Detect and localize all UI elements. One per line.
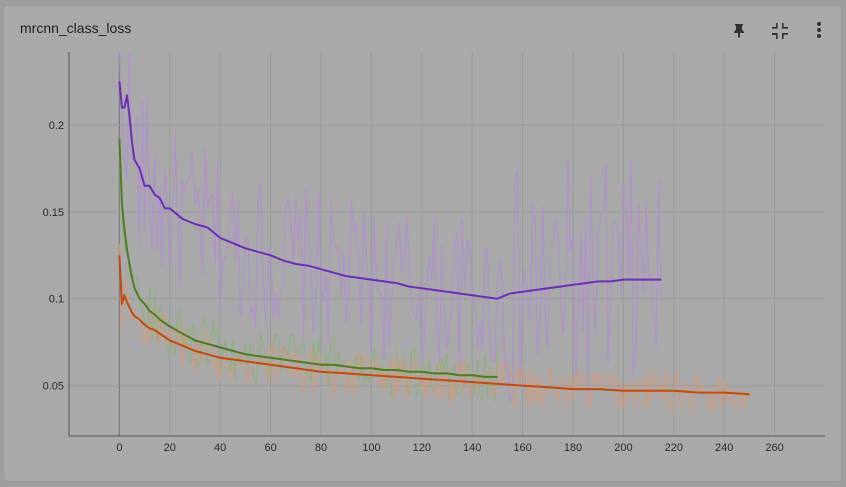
x-tick-label: 140 bbox=[463, 442, 481, 454]
pin-button[interactable] bbox=[727, 18, 751, 42]
smoothed-series-line-3[interactable] bbox=[118, 255, 750, 396]
x-tick-label: 0 bbox=[116, 442, 122, 454]
x-tick-label: 100 bbox=[362, 442, 380, 454]
more-vert-icon bbox=[817, 22, 821, 38]
y-tick-label: 0.15 bbox=[43, 207, 64, 219]
chart-title: mrcnn_class_loss bbox=[20, 20, 132, 36]
x-tick-label: 260 bbox=[765, 442, 783, 454]
x-tick-label: 60 bbox=[264, 442, 276, 454]
smoothed-series-layer bbox=[118, 81, 750, 396]
x-tick-label: 180 bbox=[564, 442, 582, 454]
x-tick-label: 40 bbox=[214, 442, 226, 454]
axes-layer bbox=[68, 52, 825, 437]
raw-series-line-1 bbox=[118, 51, 662, 403]
raw-series-line-2 bbox=[118, 153, 499, 402]
y-tick-label: 0.1 bbox=[49, 294, 64, 306]
x-tick-label: 80 bbox=[315, 442, 327, 454]
chart-card: mrcnn_class_loss bbox=[3, 5, 842, 482]
tick-label-layer: 0 20 40 60 80 100 120 140 160 180 200 220 240 260 0.05… bbox=[43, 120, 784, 454]
x-tick-label: 200 bbox=[614, 442, 632, 454]
x-tick-label: 160 bbox=[513, 442, 531, 454]
x-tick-label: 220 bbox=[665, 442, 683, 454]
x-tick-label: 240 bbox=[715, 442, 733, 454]
x-tick-label: 120 bbox=[413, 442, 431, 454]
y-tick-label: 0.05 bbox=[43, 381, 64, 393]
y-tick-label: 0.2 bbox=[49, 120, 64, 132]
smoothed-series-line-2[interactable] bbox=[118, 138, 498, 378]
pin-icon bbox=[734, 24, 744, 38]
fullscreen-exit-button[interactable] bbox=[767, 18, 791, 42]
smoothed-series-line-1[interactable] bbox=[118, 81, 662, 300]
x-tick-label: 20 bbox=[164, 442, 176, 454]
card-toolbar bbox=[727, 18, 831, 42]
more-button[interactable] bbox=[807, 18, 831, 42]
fullscreen-exit-icon bbox=[772, 23, 788, 39]
